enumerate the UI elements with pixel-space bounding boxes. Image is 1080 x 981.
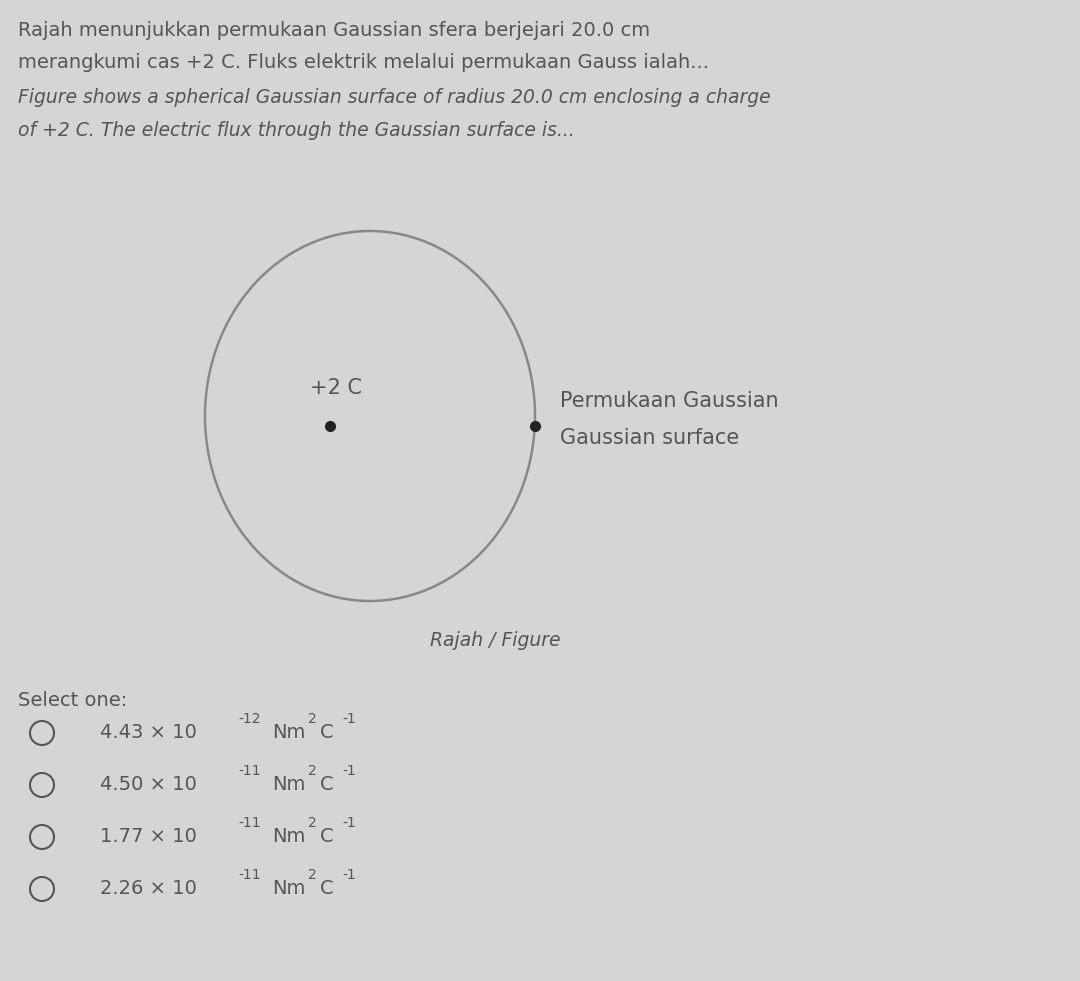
- Text: Nm: Nm: [272, 880, 306, 899]
- Text: Figure shows a spherical Gaussian surface of radius 20.0 cm enclosing a charge: Figure shows a spherical Gaussian surfac…: [18, 88, 771, 107]
- Text: C: C: [320, 776, 334, 795]
- Text: 2: 2: [308, 816, 316, 830]
- Text: 2.26 × 10: 2.26 × 10: [100, 880, 197, 899]
- Text: C: C: [320, 724, 334, 743]
- Text: Permukaan Gaussian: Permukaan Gaussian: [561, 391, 779, 411]
- Text: -1: -1: [342, 764, 355, 778]
- Text: 2: 2: [308, 712, 316, 726]
- Text: Nm: Nm: [272, 776, 306, 795]
- Text: 4.43 × 10: 4.43 × 10: [100, 724, 197, 743]
- Text: C: C: [320, 880, 334, 899]
- Text: +2 C: +2 C: [310, 378, 362, 398]
- Text: Rajah menunjukkan permukaan Gaussian sfera berjejari 20.0 cm: Rajah menunjukkan permukaan Gaussian sfe…: [18, 21, 650, 40]
- Text: 1.77 × 10: 1.77 × 10: [100, 828, 197, 847]
- Text: -1: -1: [342, 712, 355, 726]
- Text: Rajah / Figure: Rajah / Figure: [430, 632, 561, 650]
- Text: 2: 2: [308, 764, 316, 778]
- Text: of +2 C. The electric flux through the Gaussian surface is...: of +2 C. The electric flux through the G…: [18, 121, 575, 140]
- Text: Nm: Nm: [272, 724, 306, 743]
- Text: Select one:: Select one:: [18, 691, 127, 710]
- Text: -11: -11: [238, 816, 260, 830]
- Text: -11: -11: [238, 868, 260, 882]
- Text: C: C: [320, 828, 334, 847]
- Text: merangkumi cas +2 C. Fluks elektrik melalui permukaan Gauss ialah...: merangkumi cas +2 C. Fluks elektrik mela…: [18, 53, 708, 72]
- Text: -1: -1: [342, 816, 355, 830]
- Text: -11: -11: [238, 764, 260, 778]
- Text: Gaussian surface: Gaussian surface: [561, 428, 739, 448]
- Text: -12: -12: [238, 712, 260, 726]
- Text: -1: -1: [342, 868, 355, 882]
- Text: Nm: Nm: [272, 828, 306, 847]
- Text: 2: 2: [308, 868, 316, 882]
- Text: 4.50 × 10: 4.50 × 10: [100, 776, 197, 795]
